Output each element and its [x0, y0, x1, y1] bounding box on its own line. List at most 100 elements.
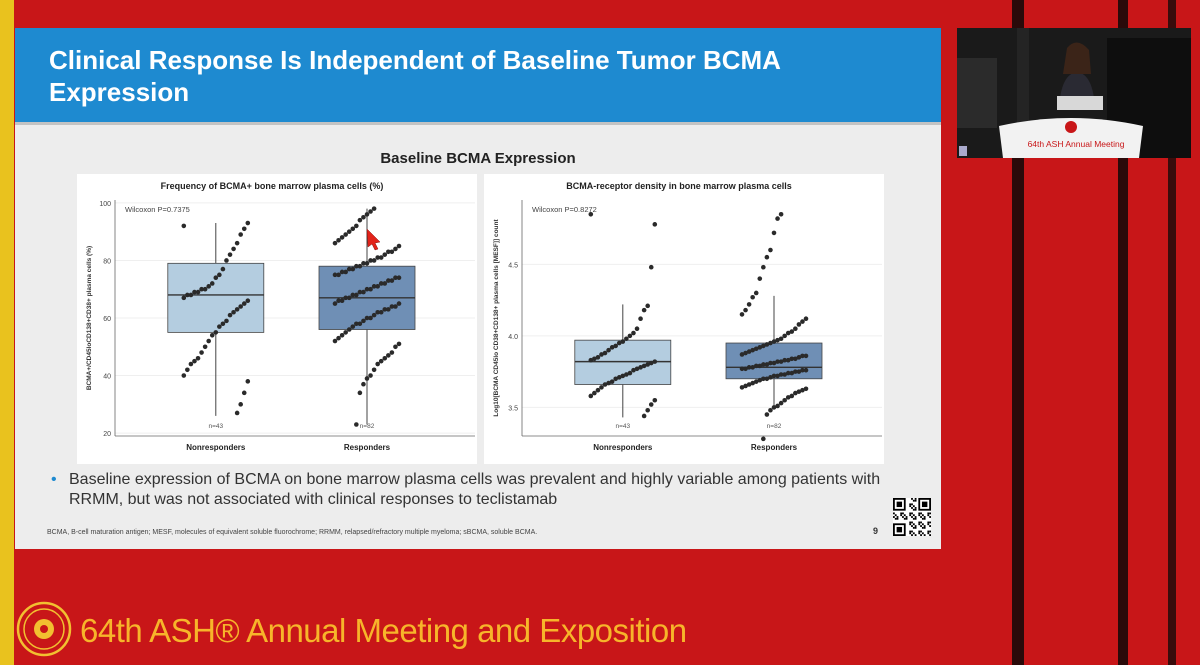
- data-point: [389, 304, 395, 309]
- data-point: [199, 350, 204, 355]
- data-point: [796, 389, 802, 394]
- data-point: [793, 390, 798, 396]
- data-point: [357, 263, 363, 269]
- qr-module: [927, 512, 930, 515]
- data-point: [764, 254, 770, 260]
- data-point: [336, 298, 341, 304]
- background-stripe-dark: [1118, 0, 1128, 665]
- qr-module: [920, 512, 922, 515]
- data-point: [336, 335, 341, 341]
- data-point: [771, 230, 777, 236]
- data-point: [793, 356, 798, 362]
- data-point: [757, 345, 763, 350]
- data-point: [595, 355, 601, 360]
- data-point: [592, 356, 597, 362]
- qr-module: [918, 514, 921, 517]
- qr-module: [911, 503, 913, 506]
- data-point: [382, 252, 388, 257]
- qr-module: [909, 523, 912, 526]
- qr-module: [911, 534, 913, 536]
- data-point: [354, 223, 359, 229]
- data-point: [339, 269, 345, 275]
- data-point: [753, 363, 759, 369]
- data-point: [185, 292, 190, 298]
- data-point: [354, 321, 359, 327]
- data-point: [354, 292, 359, 298]
- data-point: [645, 362, 650, 367]
- data-point: [343, 269, 348, 275]
- data-point: [396, 341, 402, 347]
- data-point: [793, 326, 798, 332]
- y-tick-label: 40: [103, 374, 111, 381]
- data-point: [785, 330, 791, 336]
- data-point: [245, 298, 251, 304]
- data-point: [641, 363, 647, 369]
- qr-module: [905, 516, 908, 518]
- data-point: [209, 332, 215, 338]
- data-point: [652, 359, 658, 364]
- data-point: [393, 344, 398, 350]
- data-point: [231, 246, 236, 252]
- qr-module: [911, 512, 913, 515]
- data-point: [739, 385, 745, 390]
- data-point: [364, 212, 370, 217]
- qr-module: [927, 530, 930, 533]
- qr-module: [911, 507, 913, 509]
- qr-module: [929, 516, 931, 518]
- qr-module: [911, 530, 913, 533]
- qr-module: [903, 514, 906, 517]
- data-point: [595, 387, 601, 393]
- data-point: [357, 289, 363, 295]
- data-point: [231, 309, 236, 315]
- data-point: [368, 373, 373, 378]
- data-point: [217, 324, 222, 329]
- background-stripe-dark: [1168, 0, 1176, 665]
- data-point: [743, 366, 748, 372]
- wilcoxon-annotation: Wilcoxon P=0.7375: [125, 205, 190, 214]
- data-point: [631, 367, 636, 373]
- data-point: [336, 272, 341, 278]
- data-point: [602, 382, 608, 387]
- data-point: [757, 363, 763, 369]
- data-point: [202, 344, 208, 350]
- data-point: [234, 240, 240, 246]
- data-point: [350, 266, 356, 272]
- data-point: [782, 357, 787, 363]
- data-point: [371, 312, 377, 318]
- data-point: [364, 261, 370, 266]
- data-point: [375, 309, 380, 315]
- data-point: [764, 342, 770, 347]
- data-point: [238, 402, 243, 407]
- data-point: [753, 346, 759, 352]
- data-point: [350, 226, 356, 232]
- data-point: [241, 226, 247, 232]
- data-point: [750, 347, 755, 353]
- data-point: [606, 380, 611, 386]
- data-point: [393, 275, 398, 281]
- data-point: [616, 375, 622, 380]
- data-point: [364, 376, 370, 381]
- x-category-label: Responders: [344, 443, 391, 452]
- data-point: [638, 365, 643, 370]
- data-point: [645, 303, 650, 309]
- data-point: [613, 343, 618, 349]
- data-point: [620, 339, 626, 344]
- data-point: [217, 272, 222, 278]
- qr-module: [927, 514, 930, 517]
- data-point: [757, 377, 763, 383]
- data-point: [354, 263, 359, 269]
- data-point: [375, 361, 380, 367]
- data-point: [378, 358, 384, 364]
- qr-module: [893, 516, 895, 518]
- y-tick-label: 4.5: [508, 262, 518, 269]
- data-point: [757, 276, 763, 281]
- data-point: [739, 352, 745, 357]
- data-point: [386, 353, 391, 358]
- data-point: [789, 356, 795, 362]
- data-point: [739, 366, 745, 372]
- data-point: [750, 380, 755, 386]
- data-point: [346, 295, 352, 301]
- data-point: [213, 275, 219, 281]
- data-point: [192, 289, 197, 295]
- qr-module: [911, 525, 913, 527]
